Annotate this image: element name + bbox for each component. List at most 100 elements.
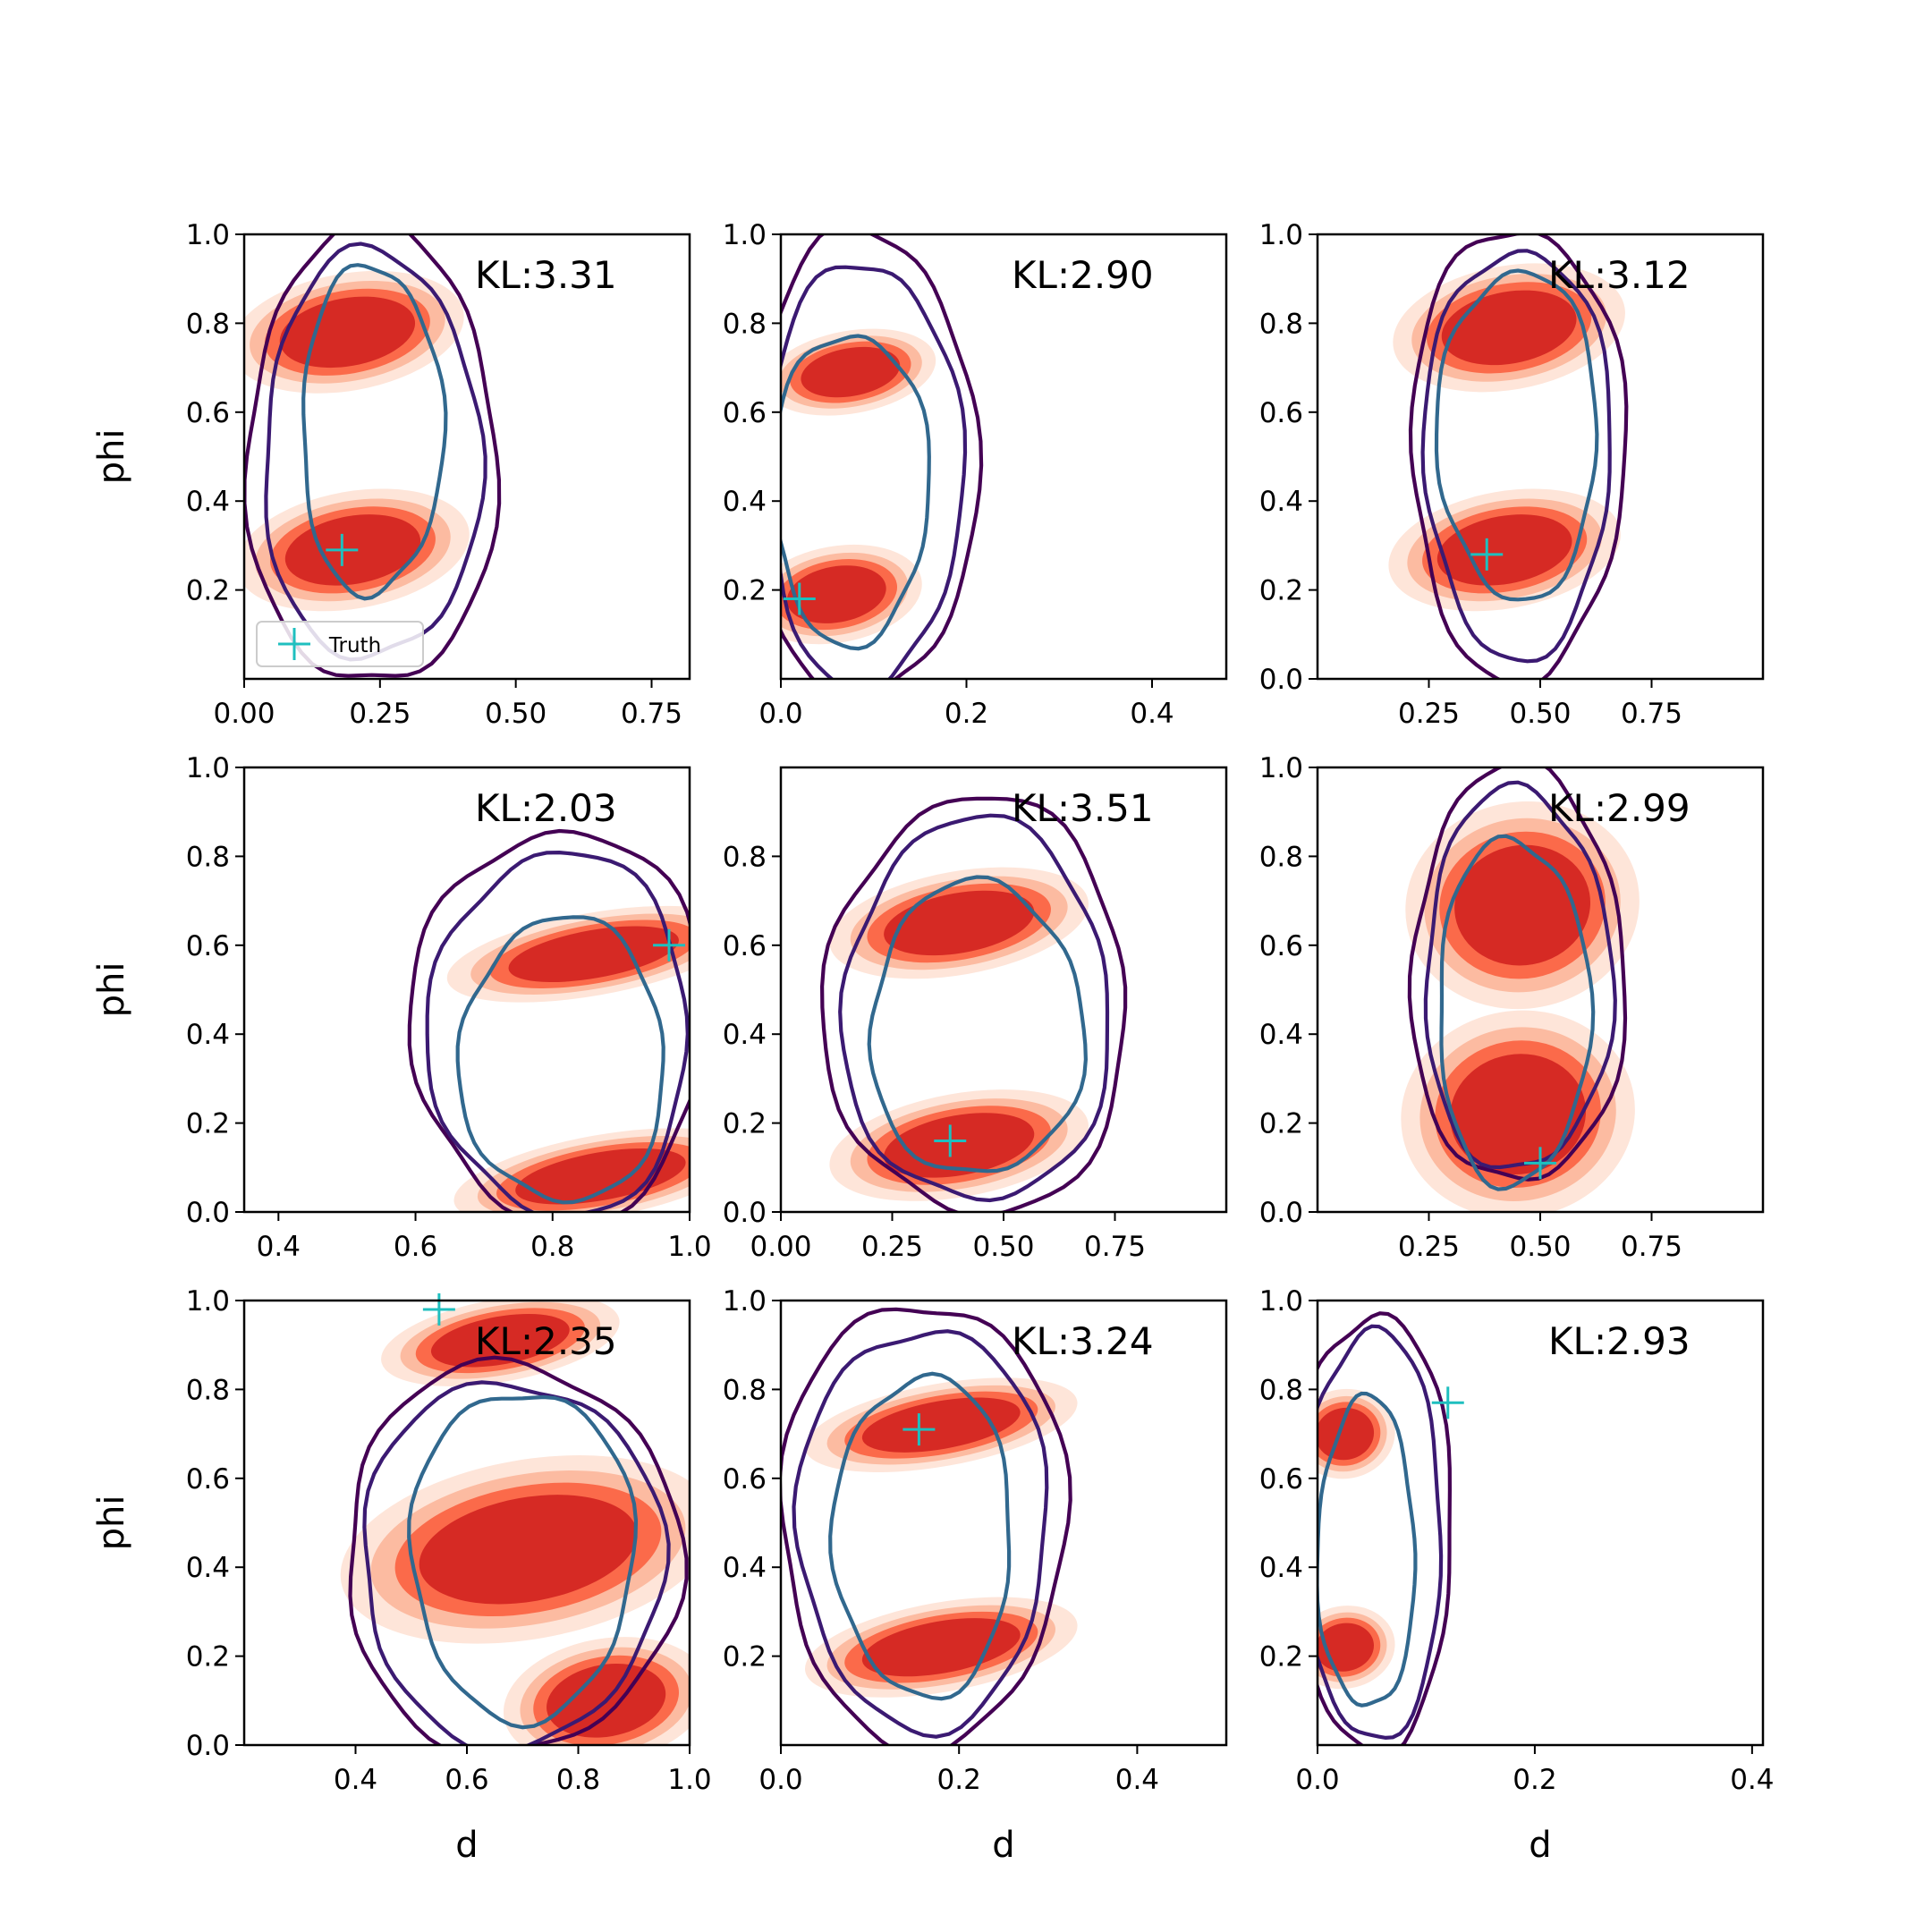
y-tick-label: 0.8	[723, 1374, 767, 1406]
axes-frame	[779, 1299, 1228, 1747]
x-tick-label: 0.25	[1398, 1231, 1460, 1263]
x-axis-label: d	[992, 1825, 1014, 1866]
contour-line-3	[407, 1394, 639, 1730]
y-tick-label: 0.0	[186, 1730, 230, 1762]
y-tick-label: 0.4	[723, 1019, 767, 1051]
y-tick-label: 0.4	[186, 1552, 230, 1584]
contour-line-1	[781, 1307, 1072, 1745]
y-tick-label: 0.6	[186, 930, 230, 962]
y-tick-label: 0.8	[1259, 1374, 1303, 1406]
contour-line-3	[828, 1371, 1012, 1701]
density-blob-2-level-4	[1436, 514, 1572, 586]
truth-marker	[422, 1292, 455, 1326]
plot-area	[340, 1301, 690, 1745]
x-tick-label: 0.25	[861, 1231, 923, 1263]
axes-frame	[1316, 1299, 1765, 1747]
y-tick-label: 0.6	[1259, 397, 1303, 429]
contour-line-1	[781, 234, 984, 679]
y-tick-label: 0.8	[186, 841, 230, 873]
y-axis-label: phi	[91, 429, 132, 485]
kl-annotation: KL:3.51	[1012, 786, 1154, 830]
y-tick-label: 0.4	[1259, 1552, 1303, 1584]
kl-annotation: KL:2.90	[1012, 253, 1154, 297]
y-tick-label: 0.2	[186, 1108, 230, 1140]
x-tick-label: 0.50	[1509, 1231, 1571, 1263]
y-tick-label: 1.0	[186, 1285, 230, 1318]
panel-9: 0.0 0.2 0.4 0.2 0.4 0.6 0.8 1.0 KL:2.93 d	[1259, 1285, 1775, 1866]
density-blob-1-level-4	[1441, 290, 1577, 366]
x-tick-label: 0.4	[1115, 1764, 1159, 1796]
x-tick-label: 1.0	[667, 1764, 711, 1796]
y-tick-label: 0.4	[723, 1552, 767, 1584]
y-tick-label: 0.0	[186, 1197, 230, 1229]
y-tick-label: 0.2	[723, 575, 767, 607]
panel-1: 0.00 0.25 0.50 0.75 0.2 0.4 0.6 0.8 1.0 KL:3.31 ph…	[91, 219, 691, 730]
y-tick-label: 1.0	[1259, 219, 1303, 251]
contour-line-3	[781, 334, 931, 651]
panel-6: 0.25 0.50 0.75 0.0 0.2 0.4 0.6 0.8 1.0 KL:2.99	[1259, 752, 1765, 1263]
x-tick-label: 0.8	[556, 1764, 600, 1796]
contour-line-1	[407, 828, 690, 1212]
contour-line-2	[838, 813, 1110, 1203]
truth-marker	[1524, 1147, 1556, 1180]
y-tick-label: 0.8	[186, 308, 230, 340]
axes-frame	[242, 233, 691, 681]
y-tick-label: 0.4	[723, 486, 767, 518]
density-blob-2-level-4	[419, 1495, 638, 1605]
plot-area	[819, 796, 1128, 1212]
y-tick-label: 0.2	[1259, 1641, 1303, 1674]
x-tick-label: 0.4	[1730, 1764, 1774, 1796]
y-tick-label: 0.4	[186, 486, 230, 518]
kl-annotation: KL:2.35	[475, 1319, 617, 1363]
legend-label: Truth	[328, 634, 381, 657]
plot-area	[781, 234, 984, 679]
x-tick-label: 0.6	[445, 1764, 488, 1796]
contour-line-3	[301, 263, 448, 601]
truth-marker	[326, 533, 359, 566]
x-tick-label: 0.2	[945, 698, 988, 730]
y-tick-label: 0.8	[723, 841, 767, 873]
contour-line-2	[1318, 1324, 1444, 1741]
x-tick-label: 0.4	[334, 1764, 377, 1796]
kl-annotation: KL:2.99	[1548, 786, 1690, 830]
x-tick-label: 0.0	[758, 1764, 802, 1796]
y-tick-label: 0.2	[186, 575, 230, 607]
truth-marker	[934, 1124, 967, 1157]
density-blob-1-level-4	[884, 890, 1035, 956]
plot-area	[407, 828, 690, 1212]
x-tick-label: 0.0	[758, 698, 802, 730]
x-tick-label: 0.4	[257, 1231, 301, 1263]
contour-line-1	[1407, 767, 1628, 1182]
contour-line-1	[348, 1355, 689, 1745]
x-tick-label: 0.25	[349, 698, 411, 730]
x-tick-label: 0.6	[394, 1231, 437, 1263]
x-tick-label: 0.4	[1130, 698, 1174, 730]
y-tick-label: 0.2	[1259, 1108, 1303, 1140]
plot-area	[1401, 767, 1640, 1212]
contour-line-1	[1318, 1311, 1453, 1745]
truth-marker	[902, 1413, 936, 1446]
kl-annotation: KL:3.12	[1548, 253, 1690, 297]
x-tick-label: 0.50	[972, 1231, 1034, 1263]
panel-3: 0.25 0.50 0.75 0.0 0.2 0.4 0.6 0.8 1.0 KL:3.12	[1259, 219, 1765, 730]
truth-marker	[1431, 1386, 1464, 1419]
y-tick-label: 0.6	[1259, 1463, 1303, 1496]
x-tick-label: 0.75	[1621, 698, 1682, 730]
plot-area	[1318, 1311, 1453, 1745]
axes-frame	[779, 233, 1228, 681]
x-tick-label: 0.2	[1513, 1764, 1556, 1796]
contour-line-2	[1423, 780, 1617, 1170]
kl-annotation: KL:3.24	[1012, 1319, 1154, 1363]
y-tick-label: 0.8	[723, 308, 767, 340]
contour-line-2	[1420, 249, 1612, 664]
y-tick-label: 1.0	[723, 1285, 767, 1318]
contour-line-2	[425, 850, 690, 1212]
y-tick-label: 0.4	[1259, 486, 1303, 518]
contour-line-1	[819, 796, 1128, 1212]
y-axis-label: phi	[91, 962, 132, 1018]
axes-frame	[242, 766, 691, 1214]
panel-4: 0.4 0.6 0.8 1.0 0.0 0.2 0.4 0.6 0.8 1.0 KL:2.03 phi	[91, 752, 712, 1263]
x-tick-label: 0.2	[937, 1764, 981, 1796]
y-tick-label: 0.6	[723, 1463, 767, 1496]
y-tick-label: 0.4	[186, 1019, 230, 1051]
